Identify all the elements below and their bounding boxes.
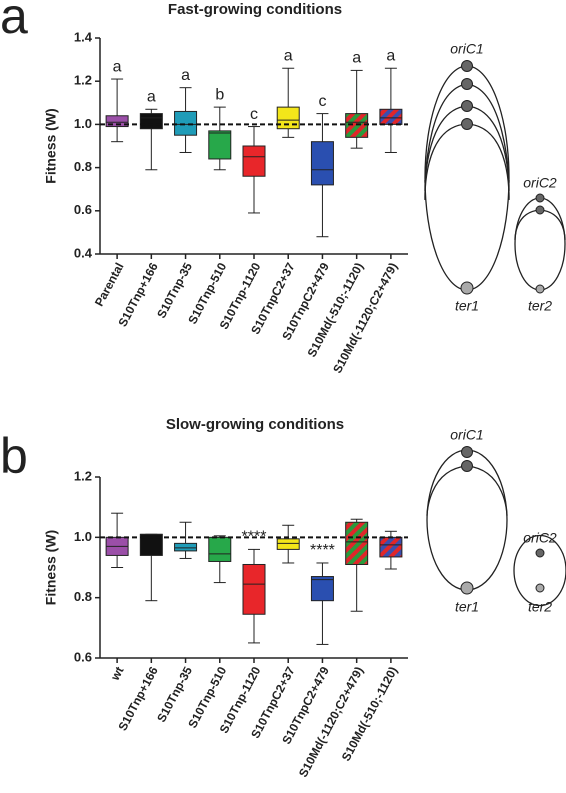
x-tick-label: S10Md(-1120;C2+479) [330, 260, 400, 375]
y-axis-label: Fitness (W) [43, 530, 59, 605]
terminus-label: ter1 [455, 599, 479, 615]
box [379, 536, 403, 558]
terminus-label: ter2 [528, 599, 552, 615]
fork [514, 209, 566, 241]
y-tick-label: 1.2 [74, 468, 92, 483]
terminus-dot [535, 583, 545, 593]
panel-letter: a [0, 0, 28, 44]
fork [426, 465, 508, 516]
origin-label: oriC2 [523, 530, 557, 546]
box [310, 576, 334, 602]
box [242, 563, 266, 615]
origin-dot [461, 100, 473, 112]
y-tick-label: 0.6 [74, 649, 92, 664]
annotation: a [113, 58, 122, 75]
annotation: b [215, 86, 224, 103]
origin-label: oriC2 [523, 175, 557, 191]
origin-dot [461, 446, 473, 458]
box [345, 521, 369, 565]
x-tick-label: wt [107, 664, 126, 683]
terminus-label: ter1 [455, 298, 479, 314]
y-tick-label: 1.0 [74, 116, 92, 131]
annotation: a [352, 50, 361, 67]
box [379, 108, 403, 125]
chart-title: Slow-growing conditions [166, 416, 344, 433]
y-tick-label: 1.0 [74, 529, 92, 544]
box [105, 115, 129, 128]
y-tick-label: 0.8 [74, 589, 92, 604]
annotation: **** [310, 542, 335, 559]
chromosome [513, 534, 566, 607]
box [208, 130, 232, 160]
origin-dot [461, 118, 473, 130]
box [310, 141, 334, 186]
origin-label: oriC1 [450, 41, 483, 57]
y-tick-label: 0.8 [74, 159, 92, 174]
box [174, 110, 198, 136]
x-tick-label: Parental [92, 260, 127, 308]
annotation: a [284, 47, 293, 64]
chromosome [424, 65, 510, 291]
origin-dot [461, 460, 473, 472]
box [276, 538, 300, 550]
panel-letter: b [0, 428, 28, 484]
replicon-diagram: oriC1 ter1 oriC2 ter2 [426, 427, 566, 615]
replicon-diagram: oriC1 ter1 oriC2 ter2 [424, 41, 566, 314]
origin-dot [461, 60, 473, 72]
x-tick-label: S10Md(-1120;C2+479) [296, 664, 366, 779]
box [139, 113, 163, 130]
box [208, 536, 232, 562]
y-axis-label: Fitness (W) [43, 108, 59, 183]
terminus-dot [535, 284, 545, 294]
y-tick-label: 0.6 [74, 202, 92, 217]
box [174, 542, 198, 552]
annotation: a [147, 88, 156, 105]
origin-label: oriC1 [450, 427, 483, 443]
origin-dot [535, 193, 545, 203]
terminus-dot [460, 581, 474, 595]
annotation: c [318, 93, 326, 110]
annotation: a [181, 67, 190, 84]
origin-dot [535, 548, 545, 558]
origin-dot [461, 78, 473, 90]
y-tick-label: 1.2 [74, 73, 92, 88]
y-tick-label: 1.4 [74, 29, 93, 44]
box [276, 106, 300, 130]
annotation: c [250, 106, 258, 123]
terminus-dot [460, 281, 474, 295]
annotation: a [386, 47, 395, 64]
fork [424, 123, 510, 201]
terminus-label: ter2 [528, 298, 552, 314]
y-tick-label: 0.4 [74, 245, 93, 260]
box [242, 145, 266, 177]
chart-title: Fast-growing conditions [168, 1, 342, 18]
box [345, 113, 369, 138]
origin-dot [535, 205, 545, 215]
